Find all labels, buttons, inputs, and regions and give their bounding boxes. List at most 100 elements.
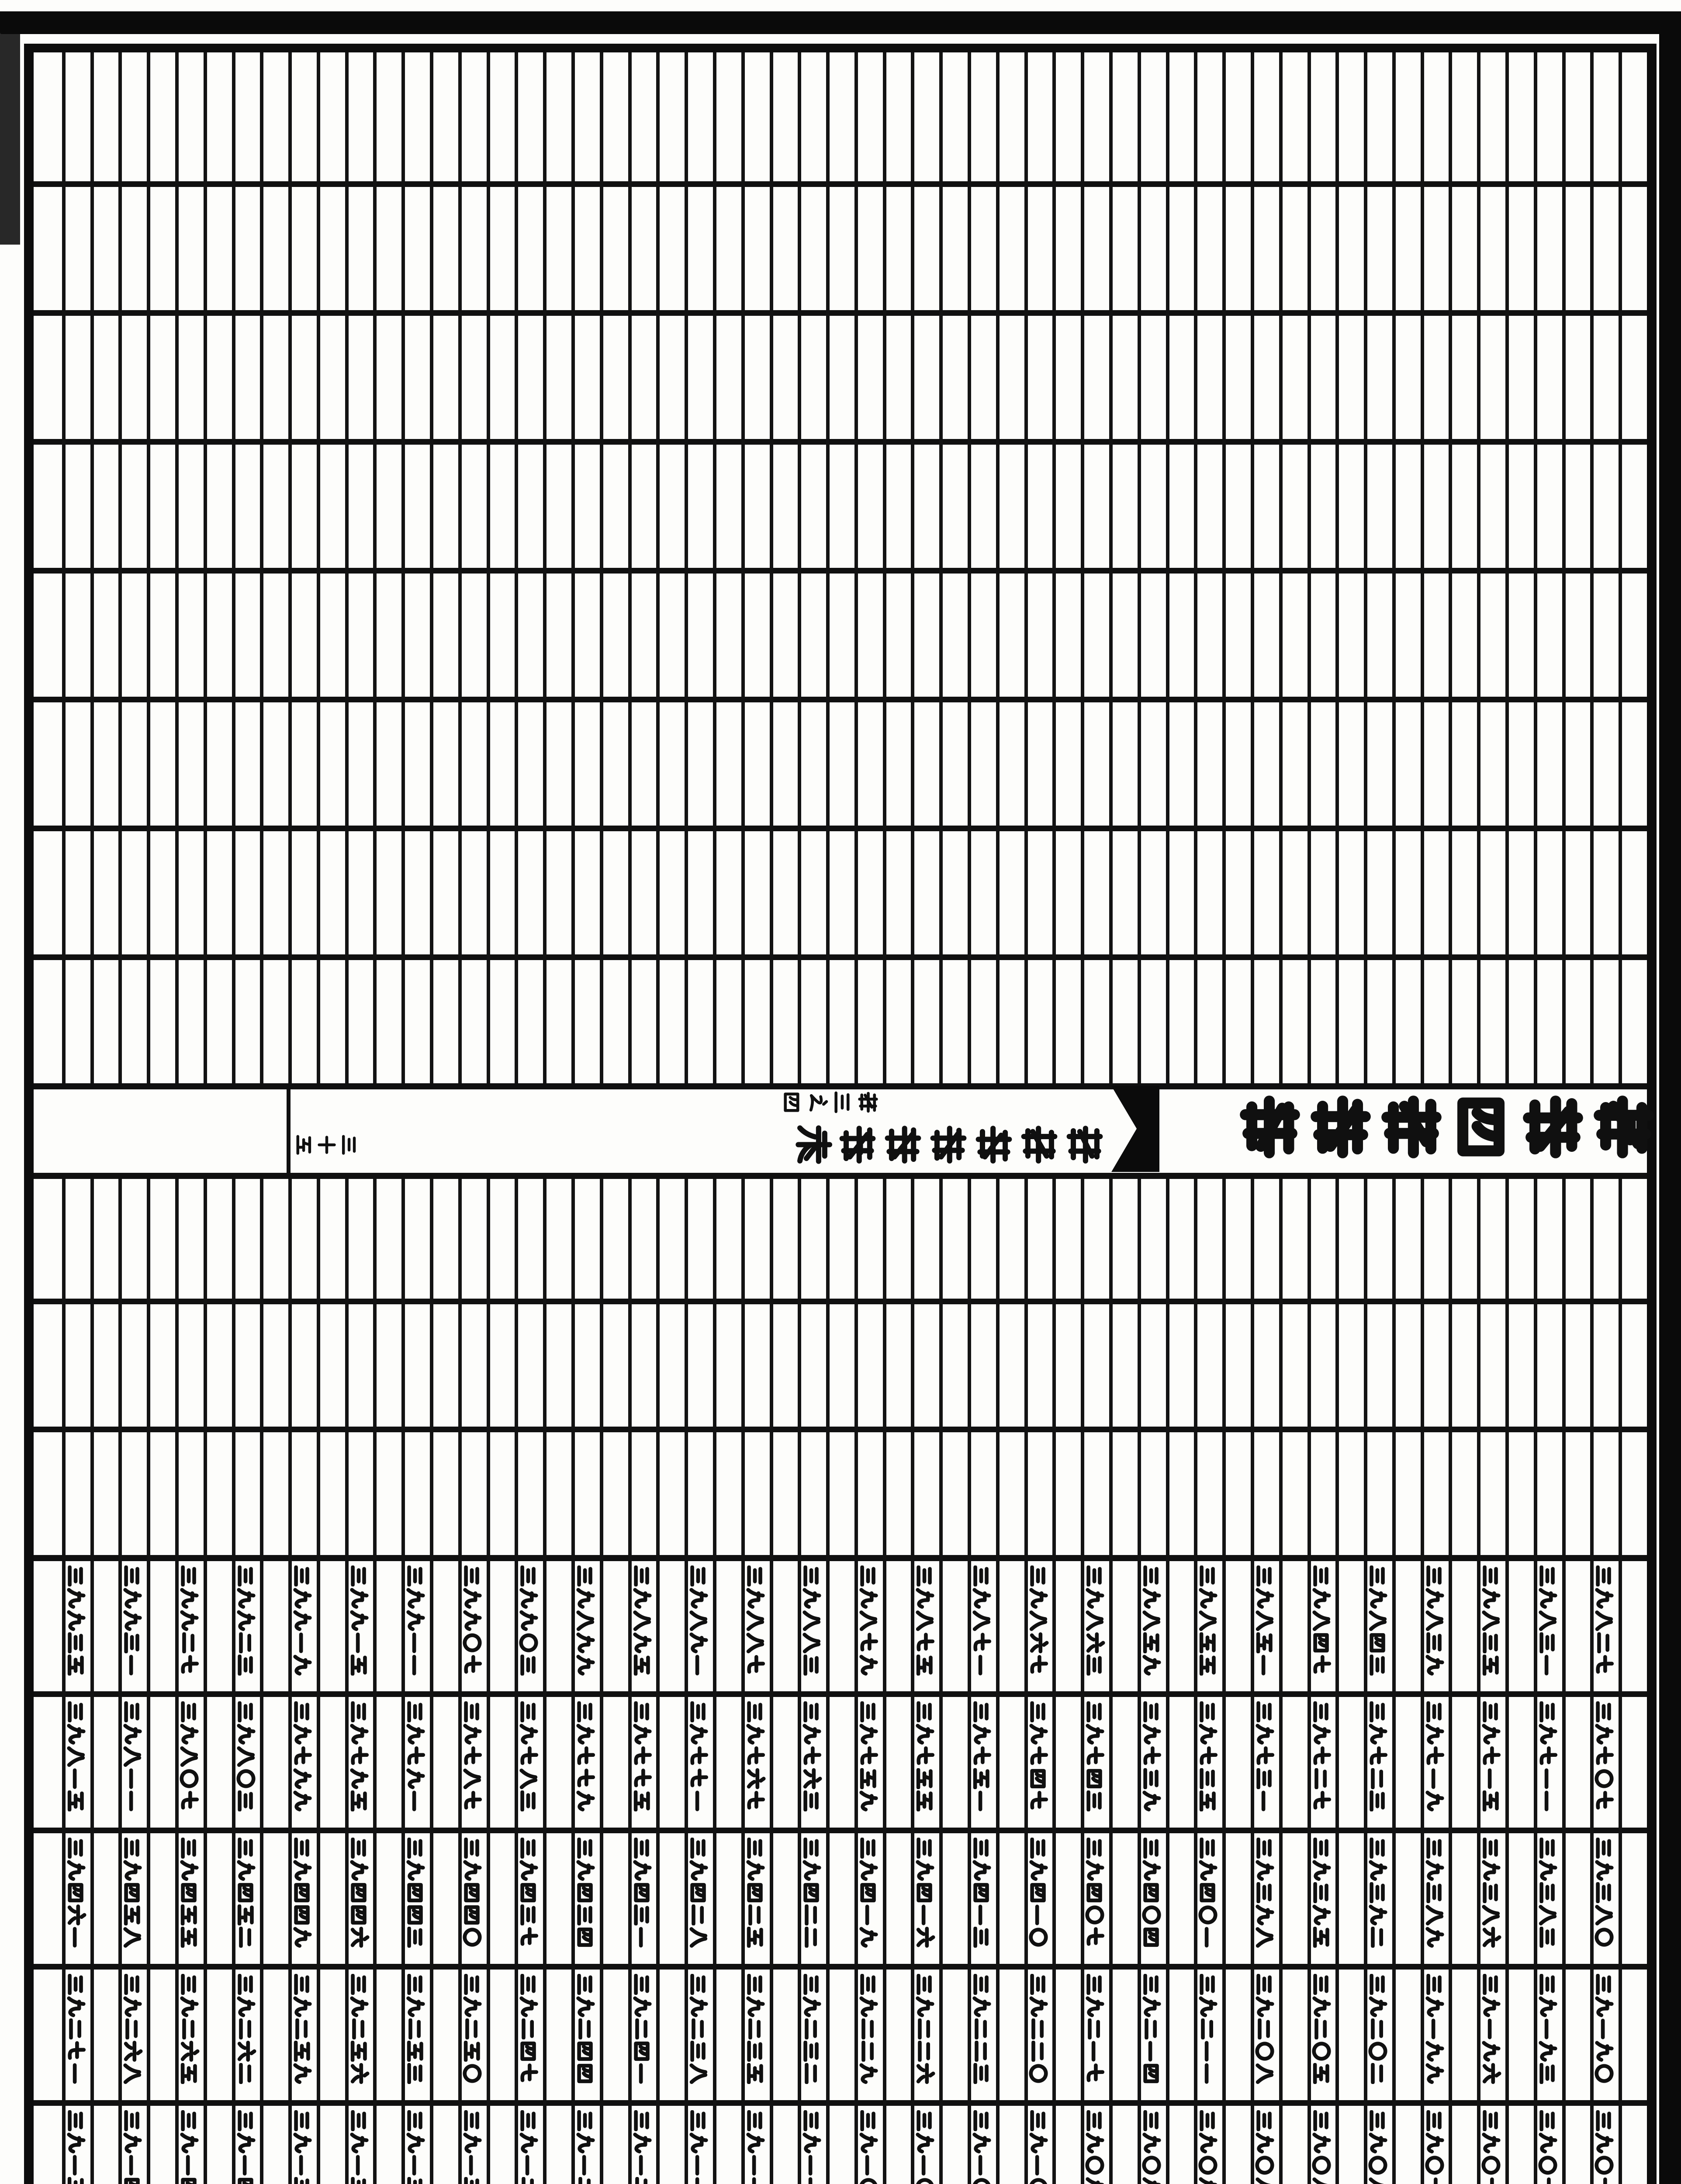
hanzi-glyph: 三 — [124, 2110, 140, 2131]
hanzi-glyph: 八 — [1595, 1610, 1613, 1631]
hanzi-glyph: 六 — [1483, 2063, 1501, 2084]
grid-rule-vertical — [1194, 52, 1198, 1083]
hanzi-glyph: 九 — [1199, 1588, 1218, 1609]
page-frame-top — [24, 44, 1657, 52]
table-cell: 三九一二一 — [631, 2110, 654, 2184]
hanzi-glyph: 一 — [695, 1790, 699, 1811]
grid-rule-vertical — [515, 1179, 519, 2184]
table-cell: 三九三九二 — [1366, 1838, 1389, 1955]
hanzi-glyph: 六 — [803, 1768, 822, 1789]
hanzi-glyph: 三 — [237, 1838, 253, 1859]
cell-value: 三九七三九 — [1141, 1701, 1162, 1811]
hanzi-glyph: 九 — [350, 2132, 369, 2153]
hanzi-glyph: 九 — [633, 2132, 652, 2153]
hanzi-glyph: 九 — [67, 1860, 86, 1881]
hanzi-glyph: 七 — [1256, 1746, 1275, 1765]
grid-rule-vertical — [599, 52, 603, 1083]
hanzi-glyph: 四 — [407, 1905, 423, 1925]
grid-rule-vertical — [1024, 52, 1028, 1083]
table-cell: 三九八八三 — [800, 1565, 823, 1683]
grid-rule-vertical — [1081, 1179, 1085, 2184]
hanzi-glyph: 〇 — [1255, 2156, 1274, 2175]
grid-rule-vertical — [741, 1179, 745, 2184]
hanzi-glyph: 九 — [746, 1588, 765, 1609]
hanzi-glyph: 三 — [520, 1701, 536, 1722]
hanzi-glyph: 二 — [1201, 2018, 1214, 2039]
table-cell: 三九四〇四 — [1140, 1838, 1163, 1955]
hanzi-glyph: 三 — [1143, 2110, 1159, 2131]
table-cell: 三九七五五 — [913, 1701, 936, 1818]
hanzi-glyph: 九 — [859, 2063, 878, 2084]
hanzi-glyph: 四 — [294, 1883, 310, 1903]
hanzi-glyph: 五 — [1200, 1632, 1216, 1653]
cell-value: 三九七一九 — [1424, 1701, 1446, 1811]
hanzi-glyph: 四 — [350, 1905, 367, 1925]
hanzi-glyph: 四 — [124, 1883, 140, 1903]
cell-value: 三九七八七 — [461, 1701, 483, 1811]
grid-rule-vertical — [882, 1179, 886, 2184]
table-cell: 三九〇七〇 — [1593, 2110, 1615, 2184]
grid-rule-vertical — [118, 1179, 122, 2184]
hanzi-glyph: 七 — [1313, 1655, 1331, 1674]
grid-rule-vertical — [401, 1179, 405, 2184]
hanzi-glyph: 三 — [294, 1974, 309, 1995]
table-cell: 三九九三一 — [121, 1565, 144, 1683]
hanzi-glyph: 一 — [129, 1790, 133, 1811]
cell-value: 三九七〇七 — [1593, 1701, 1615, 1811]
hanzi-glyph: 八 — [802, 1632, 821, 1653]
hanzi-glyph: 三 — [342, 1135, 356, 1155]
hanzi-glyph: 一 — [73, 2155, 77, 2176]
hanzi-glyph: 三 — [1483, 1701, 1498, 1722]
hanzi-glyph: 九 — [1142, 1860, 1161, 1881]
hanzi-glyph: 九 — [576, 2132, 595, 2153]
hanzi-glyph: 一 — [1035, 2155, 1039, 2176]
hanzi-glyph: 九 — [67, 1724, 86, 1745]
table-cell: 三九〇八五 — [1310, 2110, 1333, 2184]
hanzi-glyph: 三 — [633, 1904, 649, 1925]
cell-value: 三九〇九七 — [1084, 2110, 1106, 2184]
hanzi-glyph: 九 — [67, 1610, 86, 1631]
table-cell: 三九九二七 — [178, 1565, 201, 1683]
table-cell: 三九九一九 — [291, 1565, 314, 1683]
hanzi-glyph: 九 — [859, 1790, 878, 1811]
table-cell: 三九一三〇 — [461, 2110, 484, 2184]
table-cell: 三九二一一 — [1197, 1974, 1219, 2091]
table-cell: 三九七六七 — [744, 1701, 767, 1818]
hanzi-glyph: 九 — [1086, 1724, 1104, 1745]
hanzi-glyph: 一 — [299, 1632, 303, 1653]
hanzi-glyph: 精 — [885, 1125, 921, 1164]
grid-rule-vertical — [1335, 1179, 1339, 2184]
hanzi-glyph: 九 — [916, 1860, 935, 1881]
table-cell: 三九八二七 — [1593, 1565, 1615, 1683]
hanzi-glyph: 〇 — [1085, 2156, 1104, 2175]
hanzi-glyph: 三 — [860, 1838, 875, 1859]
hanzi-glyph: 三 — [860, 2110, 875, 2131]
cell-value: 三九七三一 — [1254, 1701, 1276, 1811]
grid-rule-horizontal — [34, 2100, 1647, 2106]
hanzi-glyph: 九 — [576, 1860, 595, 1881]
cell-value: 三九八四七 — [1311, 1565, 1332, 1676]
hanzi-glyph: 七 — [350, 1746, 369, 1765]
hanzi-glyph: 九 — [1595, 2132, 1614, 2153]
hanzi-glyph: 七 — [1426, 1746, 1444, 1765]
hanzi-glyph: 九 — [802, 1996, 821, 2017]
table-cell: 三九一〇三 — [970, 2110, 993, 2184]
grid-rule-vertical — [1279, 1179, 1283, 2184]
hanzi-glyph: 表 — [796, 1125, 833, 1164]
grid-rule-vertical — [1392, 1179, 1396, 2184]
hanzi-glyph: 五 — [67, 1790, 84, 1811]
hanzi-glyph: 四 — [747, 1883, 763, 1903]
cell-value: 三九三九五 — [1311, 1838, 1332, 1948]
table-cell: 三九一五一 — [65, 2110, 87, 2184]
hanzi-glyph: 二 — [1371, 1768, 1384, 1789]
hanzi-glyph: 九 — [350, 1610, 369, 1631]
hanzi-glyph: 三 — [68, 1701, 83, 1722]
hanzi-glyph: 之 — [809, 1094, 828, 1112]
cell-value: 三九四三四 — [574, 1838, 596, 1948]
grid-rule-vertical — [203, 52, 207, 1083]
hanzi-glyph: 九 — [916, 1724, 935, 1745]
hanzi-glyph: 一 — [752, 2155, 756, 2176]
hanzi-glyph: 九 — [859, 1860, 878, 1881]
table-cell: 三九七二七 — [1310, 1701, 1333, 1818]
hanzi-glyph: 九 — [916, 2132, 935, 2153]
